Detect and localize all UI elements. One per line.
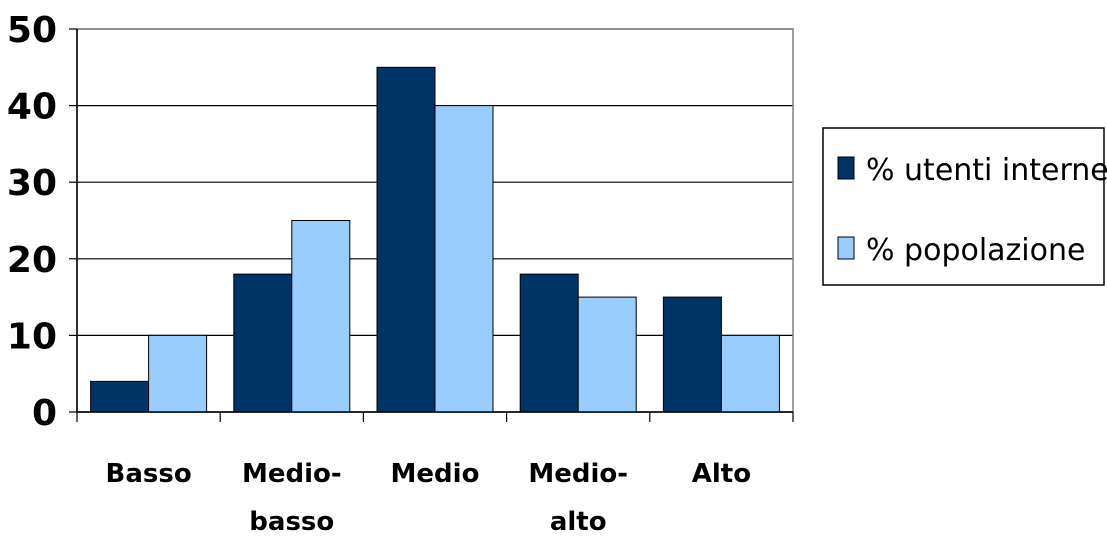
bar-utenti-internet [519,273,579,413]
legend-label: % popolazione [866,233,1085,268]
bar-utenti-internet [662,296,722,413]
bar-popolazione [291,220,351,413]
y-tick-label: 10 [7,316,57,357]
x-tick-labels: Basso Medio-basso Medio Medio-alto Alto [106,459,752,537]
bars [90,66,780,413]
legend: % utenti internet % popolazione [822,127,1107,286]
bar-utenti-internet [90,380,150,413]
axes [69,28,794,422]
bar-popolazione [148,334,208,413]
bar-popolazione [577,296,637,413]
y-tick-label: 20 [7,240,57,281]
x-tick-label: Medio- [242,459,342,489]
x-tick-label: Basso [106,459,192,489]
y-tick-labels: 0 10 20 30 40 50 [7,10,57,434]
x-tick-label: Medio- [528,459,628,489]
x-tick-label: alto [550,507,607,537]
y-tick-label: 30 [7,163,57,204]
legend-label: % utenti internet [866,153,1107,188]
bar-popolazione [434,105,494,413]
x-tick-label: Alto [692,459,751,489]
y-tick-label: 40 [7,87,57,128]
bar-utenti-internet [376,66,436,413]
y-tick-label: 50 [7,10,57,51]
x-tick-label: Medio [391,459,480,489]
y-tick-label: 0 [32,393,57,434]
x-tick-label: basso [249,507,334,537]
bar-utenti-internet [233,273,293,413]
bar-popolazione [720,334,780,413]
legend-swatch [837,236,855,260]
legend-swatch [837,156,855,180]
legend-box [822,127,1105,286]
